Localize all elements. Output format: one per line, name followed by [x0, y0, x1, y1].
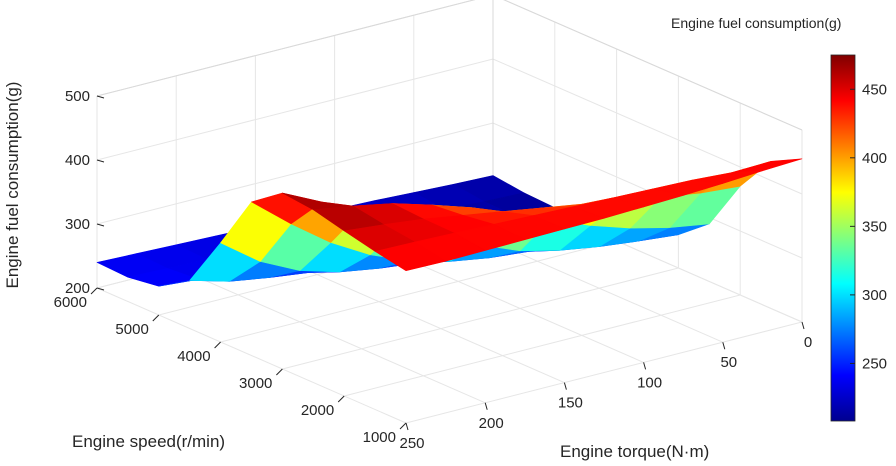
y-gridline-1 [344, 103, 741, 397]
colorbar-title: Engine fuel consumption(g) [671, 15, 841, 31]
z-tick-mark-2 [96, 159, 105, 163]
z-tick-mark-1 [96, 223, 105, 227]
x-tick-mark-2 [643, 362, 647, 370]
z-tick-label-0: 200 [65, 280, 90, 297]
x-tick-label-2: 100 [637, 374, 662, 391]
z-tick-label-1: 300 [65, 216, 90, 233]
y-axis-label: Engine speed(r/min) [72, 432, 225, 451]
colorbar-tick-label-3: 400 [862, 150, 887, 167]
y-tick-label-2: 3000 [239, 375, 272, 392]
colorbar-tick-label-4: 450 [862, 81, 887, 98]
surface-patch-0-0 [731, 158, 803, 173]
z-tick-mark-3 [96, 95, 105, 99]
axis-ticks: 200 300 400 500 1000 2000 3000 4000 5000 6000 0 50 1… [54, 88, 813, 452]
y-tick-mark-5 [90, 287, 98, 295]
y-tick-mark-3 [214, 341, 221, 349]
y-tick-label-4: 5000 [115, 321, 148, 338]
x-tick-label-0: 0 [804, 334, 812, 351]
y-tick-label-5: 6000 [54, 294, 87, 311]
z-tick-label-3: 500 [65, 88, 90, 105]
x-tick-label-4: 200 [479, 415, 504, 432]
x-tick-label-1: 50 [720, 354, 737, 371]
y-tick-mark-1 [337, 395, 345, 403]
z-gridline-2 [96, 58, 803, 195]
top-frame [96, 0, 803, 131]
colorbar-scale [830, 54, 856, 422]
x-tick-mark-4 [484, 402, 488, 410]
x-tick-mark-1 [722, 342, 726, 350]
y-tick-label-1: 2000 [301, 402, 334, 419]
colorbar-tick-label-0: 250 [862, 355, 887, 372]
y-tick-mark-0 [399, 422, 407, 430]
z-tick-label-2: 400 [65, 152, 90, 169]
colorbar: 250 300 350 400 450 [830, 54, 887, 422]
y-tick-label-3: 4000 [177, 348, 210, 365]
fuel-consumption-surface [96, 158, 803, 287]
y-tick-mark-2 [276, 368, 283, 376]
x-tick-mark-0 [801, 321, 805, 330]
x-tick-mark-5 [405, 422, 409, 431]
x-tick-label-3: 150 [558, 395, 583, 412]
y-tick-mark-4 [152, 314, 160, 322]
colorbar-tick-label-2: 350 [862, 218, 887, 235]
surface-patch-0-9 [374, 241, 446, 272]
y-gridline-2 [282, 76, 679, 370]
y-tick-label-0: 1000 [363, 429, 396, 446]
x-tick-label-5: 250 [399, 435, 424, 452]
colorbar-tick-label-1: 300 [862, 287, 887, 304]
z-tick-mark-0 [96, 287, 105, 291]
x-axis-label: Engine torque(N·m) [560, 442, 709, 461]
z-axis-label: Engine fuel consumption(g) [3, 82, 22, 289]
x-tick-mark-3 [563, 382, 567, 390]
